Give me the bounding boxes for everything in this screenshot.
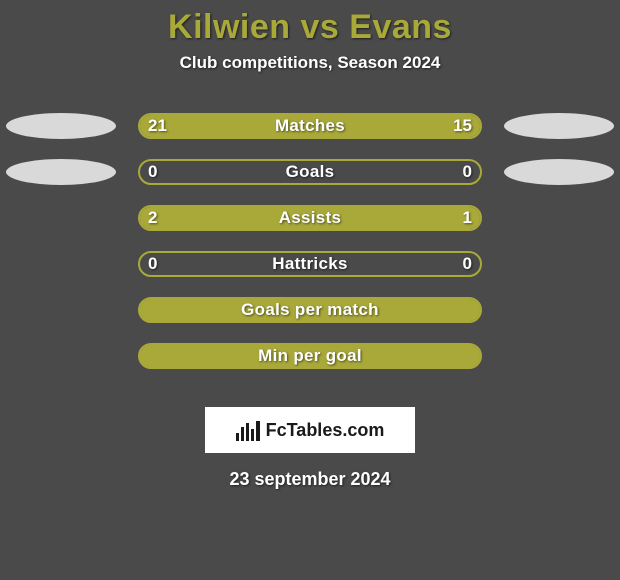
stats-area: Matches2115Goals00Assists21Hattricks00Go…	[0, 113, 620, 389]
stat-bar: Assists	[138, 205, 482, 231]
stat-value-left: 21	[148, 113, 167, 139]
stat-bar: Hattricks	[138, 251, 482, 277]
stat-bar: Goals per match	[138, 297, 482, 323]
date-line: 23 september 2024	[0, 469, 620, 490]
stat-bar-left-fill	[140, 207, 368, 229]
stat-label: Hattricks	[140, 253, 480, 275]
player-right-name: Evans	[349, 8, 452, 46]
stat-row: Goals per match	[0, 297, 620, 343]
stat-row: Matches21 15	[0, 113, 620, 159]
stat-row: Assists2 1	[0, 205, 620, 251]
comparison-card: Kilwien vs Evans Club competitions, Seas…	[0, 0, 620, 580]
stat-bar-right-fill	[140, 345, 480, 367]
page-title: Kilwien vs Evans	[0, 0, 620, 47]
stat-bar-right-fill	[140, 299, 480, 321]
player-left-name: Kilwien	[168, 8, 291, 46]
player-right-oval	[504, 159, 614, 185]
subtitle: Club competitions, Season 2024	[0, 53, 620, 73]
chart-bars-icon	[236, 419, 260, 441]
stat-value-right: 0	[463, 251, 472, 277]
stat-bar-left-fill	[140, 115, 337, 137]
stat-label: Goals	[140, 161, 480, 183]
player-left-oval	[6, 159, 116, 185]
stat-row: Goals0 0	[0, 159, 620, 205]
stat-value-right: 1	[463, 205, 472, 231]
stat-value-left: 0	[148, 251, 157, 277]
stat-row: Hattricks0 0	[0, 251, 620, 297]
vs-separator: vs	[301, 8, 340, 46]
stat-value-left: 0	[148, 159, 157, 185]
logo-text: FcTables.com	[266, 420, 385, 441]
site-logo: FcTables.com	[205, 407, 415, 453]
stat-value-right: 15	[453, 113, 472, 139]
stat-row: Min per goal	[0, 343, 620, 389]
player-right-oval	[504, 113, 614, 139]
player-left-oval	[6, 113, 116, 139]
stat-bar: Goals	[138, 159, 482, 185]
stat-bar: Min per goal	[138, 343, 482, 369]
stat-bar: Matches	[138, 113, 482, 139]
stat-value-right: 0	[463, 159, 472, 185]
stat-value-left: 2	[148, 205, 157, 231]
